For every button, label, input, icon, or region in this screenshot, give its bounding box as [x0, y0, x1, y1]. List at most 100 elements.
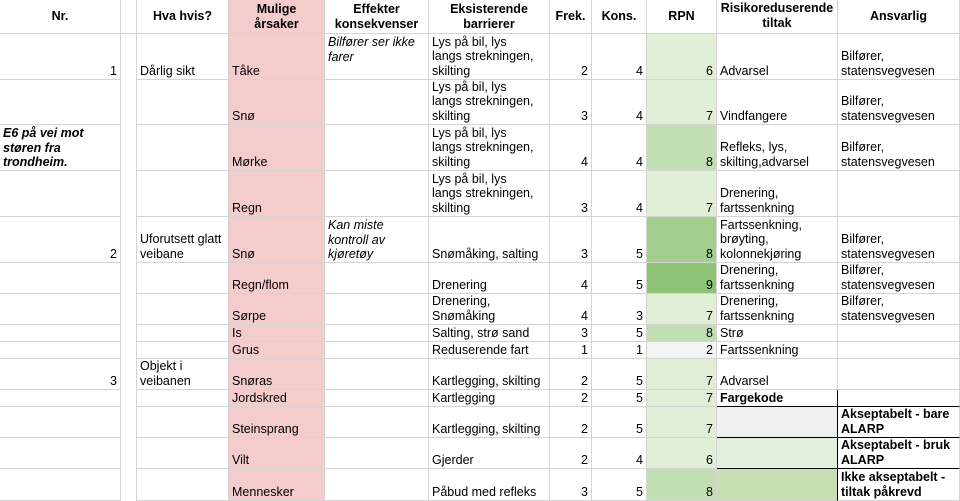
legend-label-not-acceptable[interactable]: Ikke akseptabelt - tiltak påkrevd: [838, 469, 960, 501]
frek-cell[interactable]: 3: [550, 80, 592, 125]
ansvarlig-cell[interactable]: Bilfører, statensvegvesen: [838, 80, 960, 125]
group-hva-hvis-2[interactable]: Uforutsett glatt veibane: [137, 217, 229, 263]
kons-cell[interactable]: 5: [592, 390, 647, 407]
kons-cell[interactable]: 3: [592, 294, 647, 325]
rpn-cell[interactable]: 6: [647, 34, 717, 80]
barrier-cell[interactable]: Kartlegging, skilting: [429, 359, 550, 390]
kons-cell[interactable]: 5: [592, 325, 647, 342]
barrier-cell[interactable]: Lys på bil, lys langs strekningen, skilt…: [429, 34, 550, 80]
cell-e[interactable]: [325, 342, 429, 359]
cell-e[interactable]: [325, 80, 429, 125]
cell-e[interactable]: [325, 171, 429, 217]
group-hva-hvis-3[interactable]: Objekt i veibanen: [137, 359, 229, 390]
cause-cell[interactable]: Grus: [229, 342, 325, 359]
cell-c[interactable]: [137, 438, 229, 469]
rpn-cell[interactable]: 7: [647, 80, 717, 125]
cell-c[interactable]: [137, 325, 229, 342]
cell-a[interactable]: [0, 263, 121, 294]
cause-cell[interactable]: Regn/flom: [229, 263, 325, 294]
group-nr-1[interactable]: 1: [0, 34, 121, 80]
cause-cell[interactable]: Mørke: [229, 125, 325, 171]
tiltak-cell[interactable]: Strø: [717, 325, 838, 342]
group-effekt-1[interactable]: Bilfører ser ikke farer: [325, 34, 429, 80]
cause-cell[interactable]: Mennesker: [229, 469, 325, 501]
barrier-cell[interactable]: Snømåking, salting: [429, 217, 550, 263]
group-effekt-3[interactable]: [325, 359, 429, 390]
tiltak-cell[interactable]: Advarsel: [717, 359, 838, 390]
header-effekter[interactable]: Effekter konsekvenser: [325, 0, 429, 34]
legend-label-alarp[interactable]: Akseptabelt - bruk ALARP: [838, 438, 960, 469]
cell-a[interactable]: [0, 438, 121, 469]
rpn-cell[interactable]: 8: [647, 217, 717, 263]
group-nr-3[interactable]: 3: [0, 359, 121, 390]
ansvarlig-cell[interactable]: [838, 342, 960, 359]
barrier-cell[interactable]: Lys på bil, lys langs strekningen, skilt…: [429, 171, 550, 217]
cell-c[interactable]: [137, 125, 229, 171]
barrier-cell[interactable]: Påbud med refleks: [429, 469, 550, 501]
kons-cell[interactable]: 5: [592, 407, 647, 438]
header-barrierer[interactable]: Eksisterende barrierer: [429, 0, 550, 34]
frek-cell[interactable]: 4: [550, 263, 592, 294]
cause-cell[interactable]: Tåke: [229, 34, 325, 80]
cell-e[interactable]: [325, 438, 429, 469]
cell-e[interactable]: [325, 407, 429, 438]
frek-cell[interactable]: 2: [550, 438, 592, 469]
kons-cell[interactable]: 5: [592, 359, 647, 390]
cell-e[interactable]: [325, 125, 429, 171]
kons-cell[interactable]: 4: [592, 34, 647, 80]
frek-cell[interactable]: 3: [550, 217, 592, 263]
frek-cell[interactable]: 1: [550, 342, 592, 359]
cause-cell[interactable]: Jordskred: [229, 390, 325, 407]
cell-c[interactable]: [137, 469, 229, 501]
cell-c[interactable]: [137, 171, 229, 217]
frek-cell[interactable]: 2: [550, 359, 592, 390]
frek-cell[interactable]: 4: [550, 125, 592, 171]
cell-e[interactable]: [325, 263, 429, 294]
rpn-cell[interactable]: 6: [647, 438, 717, 469]
ansvarlig-cell[interactable]: [838, 390, 960, 407]
frek-cell[interactable]: 3: [550, 325, 592, 342]
frek-cell[interactable]: 2: [550, 407, 592, 438]
cell-c[interactable]: [137, 80, 229, 125]
cell-a[interactable]: [0, 469, 121, 501]
cell-a[interactable]: [0, 325, 121, 342]
cause-cell[interactable]: Snø: [229, 80, 325, 125]
cell-c[interactable]: [137, 342, 229, 359]
ansvarlig-cell[interactable]: Bilfører, statensvegvesen: [838, 125, 960, 171]
cell-a[interactable]: [0, 294, 121, 325]
frek-cell[interactable]: 3: [550, 469, 592, 501]
cause-cell[interactable]: Sørpe: [229, 294, 325, 325]
cause-cell[interactable]: Is: [229, 325, 325, 342]
header-arsaker[interactable]: Mulige årsaker: [229, 0, 325, 34]
cell-e[interactable]: [325, 294, 429, 325]
kons-cell[interactable]: 4: [592, 438, 647, 469]
tiltak-cell[interactable]: Fartssenkning, brøyting, kolonnekjøring: [717, 217, 838, 263]
rpn-cell[interactable]: 8: [647, 125, 717, 171]
spacer-column[interactable]: [121, 34, 137, 501]
ansvarlig-cell[interactable]: Bilfører, statensvegvesen: [838, 263, 960, 294]
barrier-cell[interactable]: Reduserende fart: [429, 342, 550, 359]
barrier-cell[interactable]: Kartlegging: [429, 390, 550, 407]
cause-cell[interactable]: Snø: [229, 217, 325, 263]
frek-cell[interactable]: 3: [550, 171, 592, 217]
context-label[interactable]: E6 på vei mot støren fra trondheim.: [0, 125, 121, 171]
rpn-cell[interactable]: 7: [647, 390, 717, 407]
barrier-cell[interactable]: Drenering: [429, 263, 550, 294]
header-rpn[interactable]: RPN: [647, 0, 717, 34]
cause-cell[interactable]: Snøras: [229, 359, 325, 390]
header-spacer[interactable]: [121, 0, 137, 34]
tiltak-cell[interactable]: Advarsel: [717, 34, 838, 80]
kons-cell[interactable]: 5: [592, 469, 647, 501]
cell-c[interactable]: [137, 294, 229, 325]
ansvarlig-cell[interactable]: Bilfører, statensvegvesen: [838, 217, 960, 263]
rpn-cell[interactable]: 2: [647, 342, 717, 359]
legend-label-acceptable[interactable]: Akseptabelt - bare ALARP: [838, 407, 960, 438]
header-kons[interactable]: Kons.: [592, 0, 647, 34]
barrier-cell[interactable]: Lys på bil, lys langs strekningen, skilt…: [429, 80, 550, 125]
cell-a[interactable]: [0, 80, 121, 125]
kons-cell[interactable]: 1: [592, 342, 647, 359]
cell-a[interactable]: [0, 171, 121, 217]
cause-cell[interactable]: Steinsprang: [229, 407, 325, 438]
cell-e[interactable]: [325, 390, 429, 407]
cell-a[interactable]: [0, 390, 121, 407]
